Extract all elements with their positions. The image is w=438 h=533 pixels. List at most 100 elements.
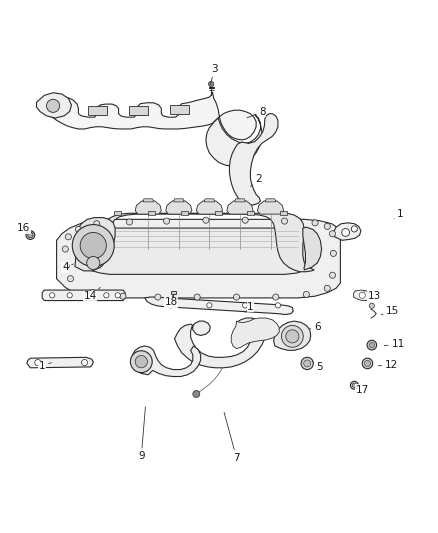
Circle shape <box>276 303 281 308</box>
Text: 1: 1 <box>245 302 254 312</box>
Polygon shape <box>227 200 253 214</box>
Polygon shape <box>265 199 276 202</box>
Circle shape <box>369 303 374 309</box>
Text: 6: 6 <box>310 322 321 332</box>
Circle shape <box>304 360 311 367</box>
Text: 7: 7 <box>224 413 240 463</box>
Polygon shape <box>303 227 321 270</box>
Circle shape <box>120 293 126 299</box>
Circle shape <box>94 221 100 227</box>
Circle shape <box>72 224 114 266</box>
Circle shape <box>303 292 309 297</box>
Circle shape <box>301 357 313 369</box>
Circle shape <box>131 351 152 373</box>
Polygon shape <box>166 200 192 214</box>
Polygon shape <box>132 346 201 376</box>
Polygon shape <box>27 357 93 368</box>
Circle shape <box>364 360 371 367</box>
Circle shape <box>369 343 374 348</box>
Circle shape <box>115 293 120 298</box>
Polygon shape <box>215 211 222 215</box>
Circle shape <box>67 276 74 282</box>
Circle shape <box>104 293 109 298</box>
Text: 18: 18 <box>164 295 177 308</box>
Text: 3: 3 <box>210 64 218 85</box>
Text: 4: 4 <box>62 262 73 272</box>
Polygon shape <box>230 114 278 205</box>
Circle shape <box>350 381 358 389</box>
Polygon shape <box>353 290 370 301</box>
Polygon shape <box>143 199 153 202</box>
Circle shape <box>351 226 357 232</box>
Circle shape <box>367 340 377 350</box>
Circle shape <box>329 272 336 278</box>
Polygon shape <box>196 200 223 214</box>
Circle shape <box>163 218 170 224</box>
Text: 1: 1 <box>394 209 403 219</box>
Polygon shape <box>145 297 293 314</box>
Circle shape <box>203 217 209 223</box>
Circle shape <box>282 326 303 348</box>
Polygon shape <box>75 217 115 271</box>
Polygon shape <box>49 100 68 108</box>
Circle shape <box>35 359 41 366</box>
Circle shape <box>312 220 318 226</box>
Polygon shape <box>75 228 314 274</box>
Circle shape <box>80 232 106 259</box>
Polygon shape <box>174 318 266 368</box>
Text: 17: 17 <box>356 384 369 394</box>
Circle shape <box>273 294 279 300</box>
Polygon shape <box>274 321 311 350</box>
Circle shape <box>330 251 336 256</box>
Circle shape <box>89 289 95 296</box>
Polygon shape <box>206 115 262 166</box>
Circle shape <box>81 359 88 366</box>
Circle shape <box>352 383 357 387</box>
Text: 12: 12 <box>378 360 398 370</box>
Circle shape <box>87 256 100 270</box>
Circle shape <box>193 391 200 398</box>
Text: 1: 1 <box>39 361 51 371</box>
Circle shape <box>362 358 373 369</box>
Polygon shape <box>42 92 256 140</box>
Text: 11: 11 <box>384 339 405 349</box>
Polygon shape <box>42 290 125 301</box>
Text: 13: 13 <box>364 291 381 301</box>
Circle shape <box>207 303 212 308</box>
Polygon shape <box>235 199 245 202</box>
Polygon shape <box>36 93 71 118</box>
Polygon shape <box>231 318 279 349</box>
Circle shape <box>127 219 133 225</box>
Polygon shape <box>170 291 176 294</box>
Polygon shape <box>204 199 215 202</box>
Polygon shape <box>98 213 314 272</box>
Polygon shape <box>180 211 187 215</box>
Circle shape <box>342 229 350 236</box>
Circle shape <box>329 231 336 237</box>
Circle shape <box>26 231 35 239</box>
Circle shape <box>359 292 365 298</box>
Text: 2: 2 <box>251 174 261 187</box>
Circle shape <box>49 293 55 298</box>
Polygon shape <box>258 200 284 214</box>
Circle shape <box>46 99 60 112</box>
Text: 9: 9 <box>138 407 145 462</box>
Circle shape <box>168 303 173 308</box>
Circle shape <box>282 218 288 224</box>
Text: 14: 14 <box>84 287 100 301</box>
Circle shape <box>65 234 71 240</box>
Polygon shape <box>57 220 340 298</box>
Circle shape <box>75 227 81 232</box>
Polygon shape <box>333 223 361 240</box>
Polygon shape <box>247 211 254 215</box>
Text: 5: 5 <box>313 362 323 372</box>
Circle shape <box>233 294 240 300</box>
Circle shape <box>155 294 161 300</box>
Polygon shape <box>173 199 184 202</box>
Polygon shape <box>148 211 155 215</box>
Text: 8: 8 <box>247 107 266 118</box>
Polygon shape <box>88 106 107 115</box>
Circle shape <box>324 285 330 292</box>
Circle shape <box>286 330 299 343</box>
Circle shape <box>324 223 330 229</box>
